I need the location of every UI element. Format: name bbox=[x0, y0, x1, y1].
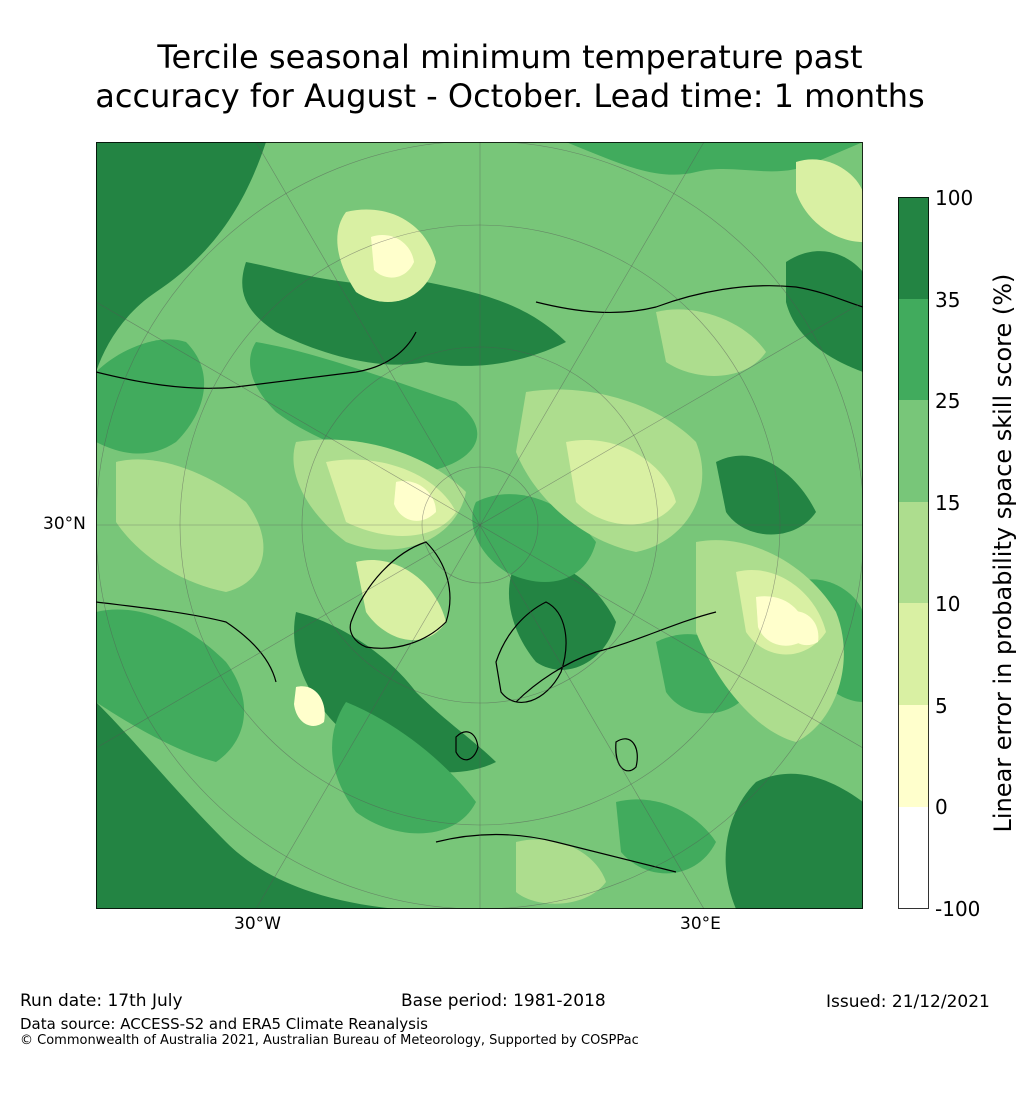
scandinavia-coast bbox=[495, 601, 567, 703]
colorbar-tick-0: 0 bbox=[935, 795, 948, 819]
british-isles-coast bbox=[455, 731, 479, 761]
colorbar-bin-25-35 bbox=[898, 299, 929, 400]
skill-score-map bbox=[96, 142, 863, 909]
colorbar bbox=[898, 197, 929, 909]
colorbar-tick-minus100: -100 bbox=[935, 897, 981, 921]
chart-title: Tercile seasonal minimum temperature pas… bbox=[0, 38, 1020, 116]
colorbar-tick-15: 15 bbox=[935, 491, 961, 515]
title-line-2: accuracy for August - October. Lead time… bbox=[95, 77, 925, 115]
graticule bbox=[96, 142, 863, 909]
colorbar-tick-5: 5 bbox=[935, 694, 948, 718]
base-period: Base period: 1981-2018 bbox=[401, 991, 606, 1011]
colorbar-bin-15-25 bbox=[898, 400, 929, 502]
run-date: Run date: 17th July bbox=[20, 991, 183, 1011]
zone-5-10 bbox=[326, 159, 863, 655]
colorbar-bin-35-100 bbox=[898, 197, 929, 299]
lon-label-30w: 30°W bbox=[234, 914, 281, 934]
zone-0-5 bbox=[294, 234, 819, 726]
mediterranean-coast bbox=[435, 833, 677, 873]
colorbar-tick-100: 100 bbox=[935, 186, 974, 210]
colorbar-bin-0-5 bbox=[898, 705, 929, 807]
colorbar-bin-5-10 bbox=[898, 603, 929, 705]
zone-35-100 bbox=[96, 142, 863, 909]
colorbar-tick-35: 35 bbox=[935, 288, 961, 312]
colorbar-bin-10-15 bbox=[898, 502, 929, 603]
lat-label-30n: 30°N bbox=[43, 514, 86, 534]
eurasia-coast bbox=[515, 285, 863, 703]
colorbar-tick-10: 10 bbox=[935, 592, 961, 616]
data-source: Data source: ACCESS-S2 and ERA5 Climate … bbox=[20, 1015, 428, 1033]
greenland-coast bbox=[349, 541, 451, 649]
caspian-coast bbox=[615, 738, 638, 772]
north-america-coast bbox=[96, 331, 417, 683]
coastlines bbox=[96, 285, 863, 873]
lon-label-30e: 30°E bbox=[680, 914, 721, 934]
colorbar-tick-25: 25 bbox=[935, 389, 961, 413]
colorbar-label: Linear error in probability space skill … bbox=[989, 273, 1017, 833]
title-line-1: Tercile seasonal minimum temperature pas… bbox=[157, 38, 863, 76]
issued-date: Issued: 21/12/2021 bbox=[826, 992, 990, 1012]
copyright: © Commonwealth of Australia 2021, Austra… bbox=[20, 1033, 639, 1048]
colorbar-bin-minus100-0 bbox=[898, 807, 929, 909]
